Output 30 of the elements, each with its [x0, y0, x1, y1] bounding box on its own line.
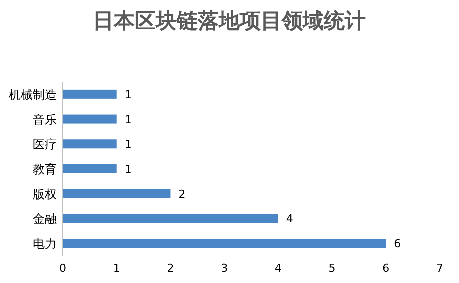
data-label: 1	[124, 138, 132, 152]
bar	[63, 140, 117, 149]
y-tick-label: 音乐	[33, 112, 57, 127]
data-label: 2	[178, 188, 186, 201]
x-tick-label: 2	[167, 262, 174, 275]
data-label: 1	[124, 88, 132, 102]
chart-title: 日本区块链落地项目领域统计	[93, 8, 366, 33]
x-tick-label: 5	[328, 262, 336, 275]
y-tick-label: 金融	[33, 212, 57, 226]
x-tick-label: 3	[221, 262, 228, 275]
bar	[63, 90, 117, 99]
y-tick-label: 机械制造	[9, 88, 57, 102]
bar	[63, 114, 117, 124]
bar	[63, 239, 386, 248]
x-tick-label: 7	[436, 262, 444, 275]
y-tick-label: 版权	[33, 187, 57, 202]
data-label: 1	[124, 113, 132, 126]
bar	[63, 164, 117, 174]
data-label: 4	[286, 212, 294, 226]
bar	[63, 189, 171, 198]
y-tick-label: 医疗	[33, 138, 57, 152]
y-tick-label: 教育	[33, 162, 57, 176]
data-label: 1	[124, 163, 132, 176]
x-tick-label: 4	[274, 262, 282, 275]
y-tick-label: 电力	[33, 237, 57, 252]
x-tick-label: 0	[60, 262, 66, 275]
x-tick-label: 6	[382, 262, 390, 275]
data-label: 6	[394, 238, 402, 251]
bar	[63, 214, 278, 224]
x-tick-label: 1	[113, 262, 120, 275]
